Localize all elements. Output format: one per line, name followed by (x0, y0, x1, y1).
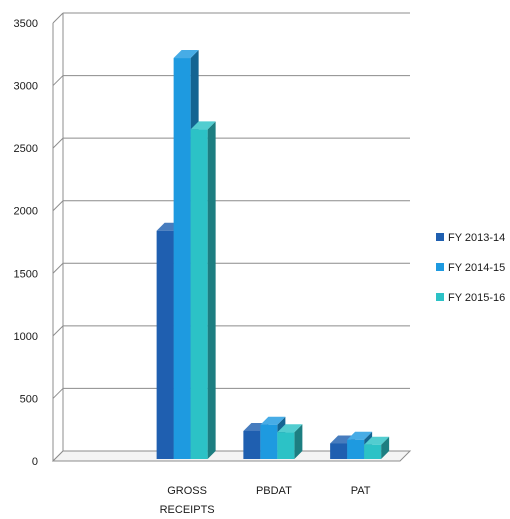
y-tick-label: 2500 (14, 143, 38, 155)
x-category-label: PAT (351, 485, 371, 497)
bar (190, 121, 216, 459)
legend-item: FY 2014-15 (436, 262, 505, 274)
legend-swatch (436, 263, 444, 271)
y-tick-label: 2000 (14, 206, 38, 218)
y-tick-label: 1500 (14, 268, 38, 280)
legend-swatch (436, 293, 444, 301)
legend-swatch (436, 233, 444, 241)
y-tick-labels: 0 500 1000 1500 2000 2500 3000 3500 (14, 18, 38, 468)
gridline-depth (52, 388, 64, 399)
y-tick-label: 3000 (14, 81, 38, 93)
bars (156, 50, 390, 459)
x-category-labels: GROSS RECEIPTS PBDAT PAT (160, 485, 371, 516)
legend: FY 2013-14 FY 2014-15 FY 2015-16 (436, 232, 505, 304)
axes (51, 13, 412, 462)
y-tick-label: 0 (32, 456, 38, 468)
gridline-depth (52, 137, 64, 149)
bar (364, 436, 390, 459)
gridline-depth (52, 200, 64, 212)
y-tick-label: 500 (20, 393, 38, 405)
x-category-label: PBDAT (256, 485, 292, 497)
legend-label: FY 2014-15 (448, 262, 505, 274)
gridline-depth (52, 262, 64, 274)
legend-item: FY 2015-16 (436, 292, 505, 304)
y-tick-label: 1000 (14, 331, 38, 343)
gridline-depth (52, 12, 64, 24)
legend-label: FY 2015-16 (448, 292, 505, 304)
legend-item: FY 2013-14 (436, 232, 505, 244)
gridline-depth (52, 325, 64, 337)
gridlines (52, 12, 410, 462)
gridline-depth (52, 75, 64, 86)
bar (277, 424, 303, 459)
y-tick-label: 3500 (14, 18, 38, 30)
x-category-label: GROSS RECEIPTS (160, 485, 215, 516)
legend-label: FY 2013-14 (448, 232, 505, 244)
